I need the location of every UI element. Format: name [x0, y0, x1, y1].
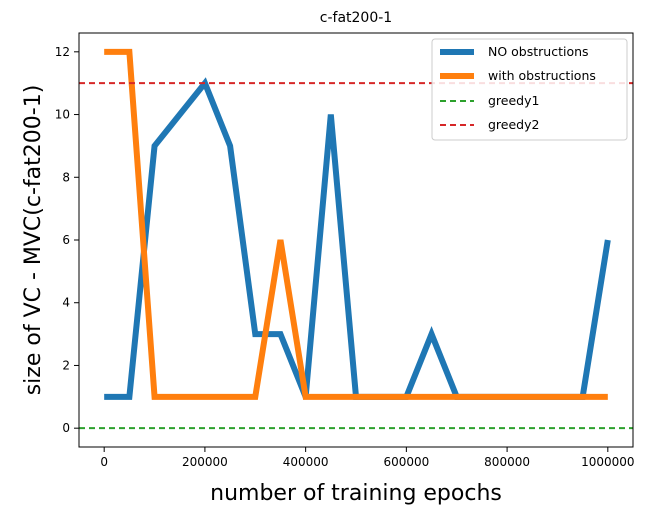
y-tick-label: 4 [62, 296, 70, 310]
x-tick-label: 800000 [484, 455, 530, 469]
y-tick-label: 2 [62, 358, 70, 372]
x-tick-label: 400000 [283, 455, 329, 469]
x-tick-label: 1000000 [581, 455, 634, 469]
legend-label-no-obstructions: NO obstructions [488, 44, 589, 59]
y-tick-label: 10 [55, 108, 70, 122]
legend-label-greedy2: greedy2 [488, 117, 539, 132]
legend-box [431, 38, 628, 141]
legend-label-greedy1: greedy1 [488, 93, 539, 108]
series-line-with-obstructions [104, 48, 608, 400]
x-axis-label: number of training epochs [210, 481, 502, 506]
y-axis-ticks: 0 2 4 6 8 10 12 [55, 45, 79, 435]
x-tick-label: 200000 [182, 455, 228, 469]
y-tick-label: 6 [62, 233, 70, 247]
chart-title: c-fat200-1 [320, 10, 392, 26]
legend: NO obstructions with obstructions greedy… [431, 38, 628, 141]
y-tick-label: 0 [62, 421, 70, 435]
legend-label-with-obstructions: with obstructions [488, 68, 596, 83]
y-tick-label: 12 [55, 45, 70, 59]
y-axis-label: size of VC - MVC(c-fat200-1) [21, 85, 46, 396]
y-tick-label: 8 [62, 170, 70, 184]
x-tick-label: 600000 [383, 455, 429, 469]
x-tick-label: 0 [100, 455, 108, 469]
x-axis-ticks: 0 200000 400000 600000 800000 1000000 [100, 447, 635, 469]
